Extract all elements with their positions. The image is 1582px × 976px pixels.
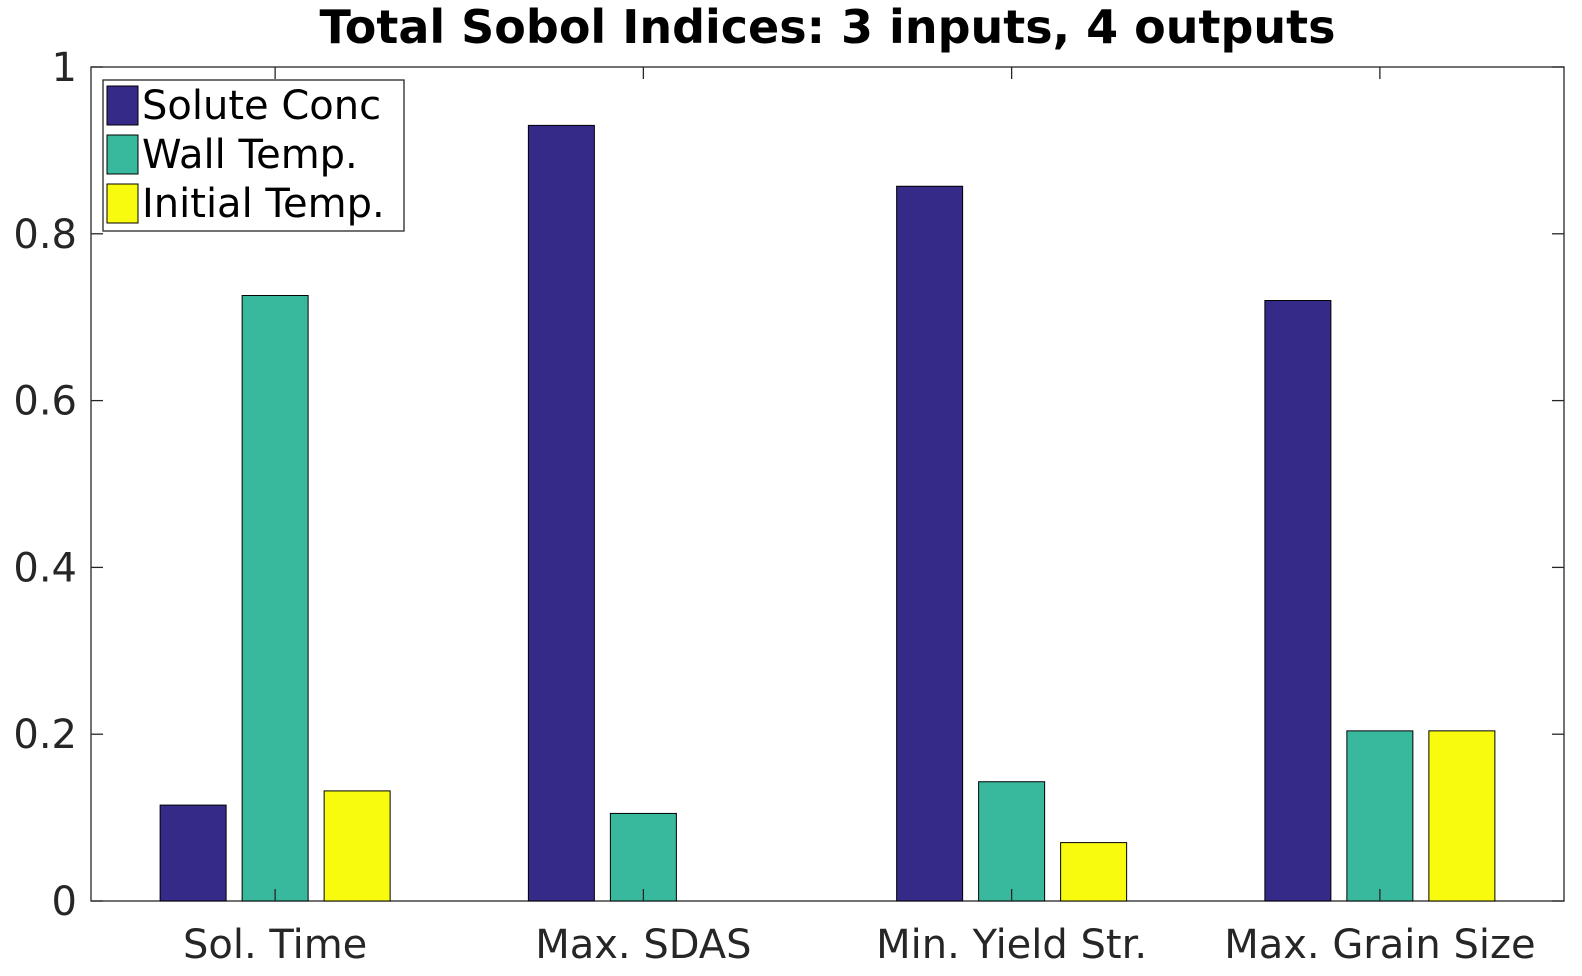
bar <box>978 781 1046 902</box>
x-tick-label: Max. Grain Size <box>1224 922 1535 968</box>
legend-label: Initial Temp. <box>142 181 385 227</box>
bar <box>241 295 309 902</box>
axis-ticks: Sol. Time Max. SDAS Min. Yield Str. Max. Gr… <box>13 45 1564 968</box>
bar <box>896 185 964 902</box>
bar <box>159 804 227 902</box>
x-tick-label: Min. Yield Str. <box>876 922 1147 968</box>
legend-label: Wall Temp. <box>142 132 358 178</box>
bar <box>323 790 391 902</box>
bar <box>1346 730 1414 902</box>
y-tick-label: 0 <box>52 879 77 925</box>
y-tick-label: 0.4 <box>13 545 77 591</box>
legend-swatch <box>106 183 139 224</box>
x-tick-label: Sol. Time <box>183 922 367 968</box>
bar <box>1060 842 1128 902</box>
y-tick-label: 0.6 <box>13 379 77 425</box>
bars <box>159 124 1496 902</box>
x-tick-label: Max. SDAS <box>535 922 751 968</box>
legend-swatch <box>106 134 139 175</box>
y-tick-label: 0.2 <box>13 712 77 758</box>
y-tick-label: 1 <box>52 45 77 91</box>
legend-label: Solute Conc <box>142 83 381 129</box>
legend-swatch <box>106 85 139 126</box>
bar <box>1428 730 1496 902</box>
legend-box <box>102 79 405 232</box>
bar <box>609 812 677 902</box>
chart-title: Total Sobol Indices: 3 inputs, 4 outputs <box>319 0 1335 54</box>
bar <box>1264 300 1332 902</box>
y-tick-label: 0.8 <box>13 212 77 258</box>
bar <box>527 124 595 902</box>
